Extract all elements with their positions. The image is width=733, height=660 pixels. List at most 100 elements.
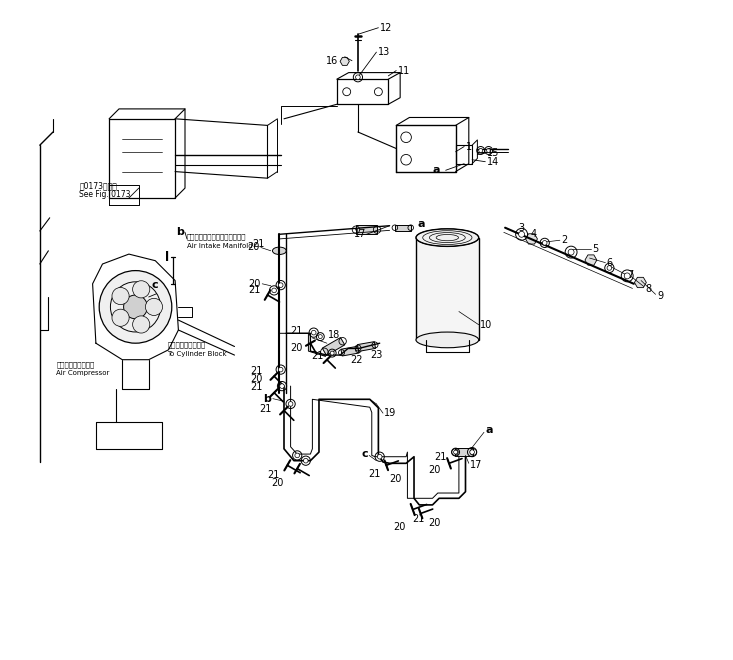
Ellipse shape <box>273 247 287 255</box>
Text: 2: 2 <box>561 235 567 246</box>
Text: 前0173図参照: 前0173図参照 <box>79 182 117 191</box>
Ellipse shape <box>416 229 479 246</box>
Polygon shape <box>416 238 479 340</box>
Polygon shape <box>341 346 359 356</box>
Text: a: a <box>433 165 441 176</box>
Polygon shape <box>323 337 345 356</box>
Circle shape <box>330 351 334 355</box>
Polygon shape <box>635 277 647 288</box>
Circle shape <box>303 458 308 463</box>
Text: 21: 21 <box>259 404 271 414</box>
Circle shape <box>607 266 612 271</box>
Text: 20: 20 <box>250 374 262 385</box>
Circle shape <box>288 401 293 407</box>
Text: l: l <box>165 251 169 264</box>
Text: 9: 9 <box>657 291 663 302</box>
Polygon shape <box>358 342 375 351</box>
Ellipse shape <box>416 332 479 348</box>
Circle shape <box>375 88 383 96</box>
Text: 21: 21 <box>369 469 381 479</box>
Text: 20: 20 <box>390 473 402 484</box>
Circle shape <box>377 454 382 459</box>
Text: 10: 10 <box>480 319 493 330</box>
Text: 23: 23 <box>370 350 382 360</box>
Circle shape <box>625 273 630 279</box>
Text: 12: 12 <box>380 22 392 33</box>
Text: 3: 3 <box>518 222 524 233</box>
Text: Air Intake Manifold: Air Intake Manifold <box>187 242 253 249</box>
Polygon shape <box>526 234 537 244</box>
Text: 20: 20 <box>272 478 284 488</box>
Text: エアーインテークマニホールド: エアーインテークマニホールド <box>187 234 246 240</box>
Circle shape <box>542 240 547 246</box>
Text: 21: 21 <box>413 514 425 525</box>
Text: 17: 17 <box>470 460 482 471</box>
Circle shape <box>343 88 350 96</box>
Circle shape <box>519 231 525 238</box>
Circle shape <box>279 367 283 372</box>
Circle shape <box>487 148 490 152</box>
Circle shape <box>280 384 284 389</box>
Text: 11: 11 <box>398 65 410 76</box>
Circle shape <box>133 280 150 298</box>
Circle shape <box>401 154 411 165</box>
Text: 1: 1 <box>465 141 471 152</box>
Text: See Fig. 0173: See Fig. 0173 <box>79 190 131 199</box>
Circle shape <box>454 450 457 454</box>
Text: c: c <box>361 449 368 459</box>
Circle shape <box>401 132 411 143</box>
Text: To Cylinder Block: To Cylinder Block <box>167 350 226 357</box>
Text: Air Compressor: Air Compressor <box>56 370 110 376</box>
Text: 15: 15 <box>487 148 499 158</box>
Circle shape <box>272 288 276 293</box>
Polygon shape <box>340 57 350 65</box>
Text: 19: 19 <box>384 408 397 418</box>
Circle shape <box>279 282 283 288</box>
Text: b: b <box>264 393 271 404</box>
Text: 8: 8 <box>645 284 651 294</box>
Circle shape <box>124 295 147 319</box>
Text: c: c <box>152 280 158 290</box>
Text: 20: 20 <box>394 521 406 532</box>
Text: 21: 21 <box>435 451 447 462</box>
Circle shape <box>312 330 316 335</box>
Text: 13: 13 <box>378 47 391 57</box>
Text: 17: 17 <box>354 229 366 240</box>
Text: 14: 14 <box>487 156 499 167</box>
Text: 21: 21 <box>252 239 264 249</box>
Text: 16: 16 <box>326 55 338 66</box>
Polygon shape <box>585 255 597 265</box>
Circle shape <box>470 450 474 454</box>
Circle shape <box>145 298 163 315</box>
Circle shape <box>133 316 150 333</box>
Polygon shape <box>455 448 474 456</box>
Text: 20: 20 <box>429 517 441 528</box>
Circle shape <box>295 453 300 458</box>
Text: 4: 4 <box>530 228 537 239</box>
Text: 7: 7 <box>627 269 633 280</box>
Circle shape <box>112 309 129 326</box>
Text: b: b <box>177 227 184 238</box>
Polygon shape <box>395 224 410 231</box>
Text: 20: 20 <box>290 343 303 354</box>
Text: a: a <box>418 219 425 230</box>
Text: 21: 21 <box>267 470 279 480</box>
Text: 21: 21 <box>290 326 303 337</box>
Circle shape <box>479 148 482 152</box>
Circle shape <box>568 249 574 255</box>
Text: 20: 20 <box>248 279 261 289</box>
Text: 18: 18 <box>328 330 340 341</box>
Circle shape <box>99 271 172 343</box>
Text: 5: 5 <box>592 244 598 255</box>
Text: 20: 20 <box>428 465 441 475</box>
Circle shape <box>318 335 323 339</box>
Text: シリンダブロックへ: シリンダブロックへ <box>167 342 205 348</box>
Text: 22: 22 <box>350 354 363 365</box>
Circle shape <box>112 288 129 305</box>
Text: 21: 21 <box>250 382 262 393</box>
Text: エアーコンプレッサ: エアーコンプレッサ <box>56 361 95 368</box>
Polygon shape <box>356 226 377 234</box>
Text: 6: 6 <box>607 257 613 268</box>
Text: 20: 20 <box>247 242 259 253</box>
Text: 21: 21 <box>312 351 323 362</box>
